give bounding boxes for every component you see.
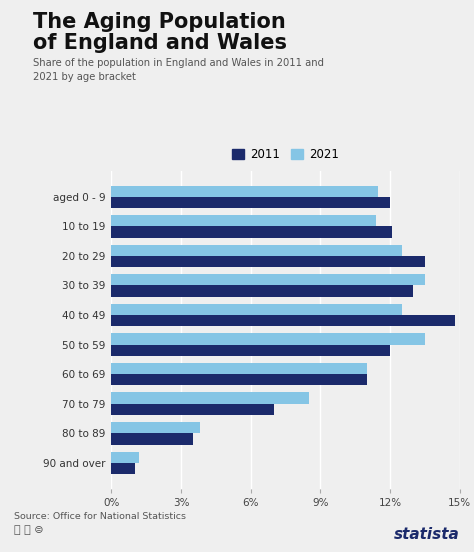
Text: statista: statista — [394, 527, 460, 542]
Bar — [111, 245, 401, 256]
Bar — [111, 392, 309, 404]
Text: Share of the population in England and Wales in 2011 and
2021 by age bracket: Share of the population in England and W… — [33, 58, 324, 82]
Text: Source: Office for National Statistics: Source: Office for National Statistics — [14, 512, 186, 521]
Bar — [111, 344, 390, 356]
Bar — [111, 433, 192, 444]
Bar — [111, 274, 425, 285]
Bar — [111, 256, 425, 267]
Bar — [111, 315, 455, 326]
Legend: 2011, 2021: 2011, 2021 — [228, 144, 344, 166]
Bar — [111, 304, 401, 315]
Bar — [111, 363, 367, 374]
Text: The Aging Population: The Aging Population — [33, 12, 286, 32]
Bar — [111, 285, 413, 297]
Bar — [111, 197, 390, 208]
Bar — [111, 422, 200, 433]
Bar — [111, 215, 376, 226]
Bar — [111, 185, 378, 197]
Bar — [111, 463, 135, 474]
Bar — [111, 333, 425, 344]
Bar — [111, 452, 139, 463]
Bar — [111, 226, 392, 237]
Bar — [111, 374, 367, 385]
Text: Ⓒ Ⓘ ⊜: Ⓒ Ⓘ ⊜ — [14, 526, 44, 535]
Bar — [111, 404, 274, 415]
Text: of England and Wales: of England and Wales — [33, 33, 287, 53]
